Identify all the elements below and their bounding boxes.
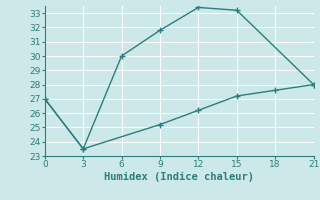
X-axis label: Humidex (Indice chaleur): Humidex (Indice chaleur) (104, 172, 254, 182)
